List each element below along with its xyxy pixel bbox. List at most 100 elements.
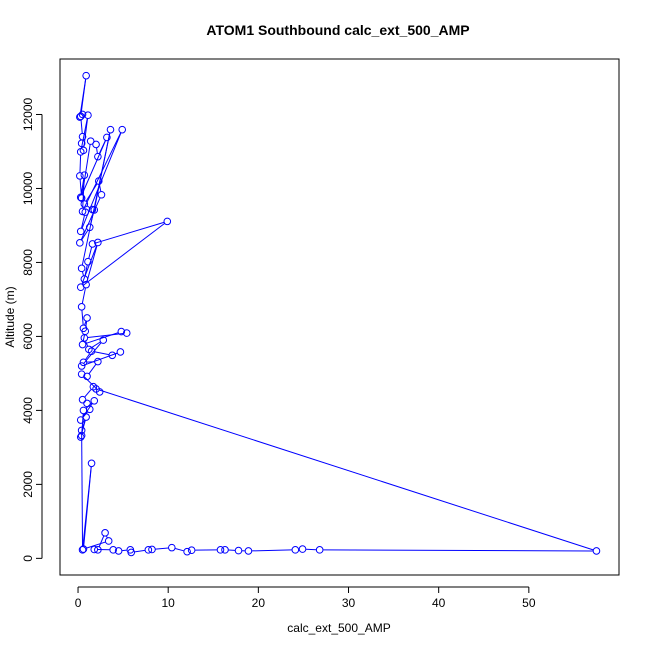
series-segment [81,140,106,195]
series-segment [88,364,97,374]
series-segment [175,548,184,552]
data-point [79,406,88,415]
series-segment [83,376,98,390]
data-point [94,177,103,185]
data-point [81,208,90,216]
series-segment [99,389,594,551]
series-segment [82,178,85,208]
series-segment [85,353,90,360]
x-tick-label: 10 [162,596,176,610]
series-segment [80,119,83,134]
y-tick-label: 0 [21,555,35,562]
data-point [77,431,86,440]
y-tick-label: 8000 [21,249,35,276]
data-point [80,275,89,283]
data-point [80,171,89,179]
series-segment [84,352,118,366]
series-segment [81,310,84,325]
data-point [80,200,89,208]
x-tick-label: 0 [75,596,82,610]
data-point [116,348,125,356]
data-point [104,537,113,545]
data-point [221,546,229,554]
data-point [77,303,86,311]
series-segment [85,340,89,347]
data-point [99,336,108,344]
series-layer [76,71,601,557]
x-axis-label: calc_ext_500_AMP [287,621,390,635]
y-tick-label: 12000 [21,97,35,131]
series-segment [85,321,88,328]
series-segment [88,247,93,259]
data-point [187,546,196,555]
data-point [234,546,243,555]
data-point [92,385,100,393]
data-point [84,257,92,266]
data-point [117,327,126,336]
x-axis: 0 10 20 30 40 50 [75,586,536,610]
series-segment [98,535,105,547]
series-segment [82,271,84,276]
data-point [78,546,87,554]
data-point [592,547,601,555]
data-point [87,459,96,468]
series-segment [84,389,92,398]
series-segment [91,341,101,348]
data-point [97,190,106,199]
data-point [82,280,90,289]
data-point [77,264,86,273]
data-point [79,358,88,367]
data-point [94,238,102,247]
series-segment [106,535,108,538]
data-point [77,370,86,378]
series-segment [87,332,124,339]
data-point [183,547,191,556]
data-point [315,546,324,554]
data-point [168,543,176,552]
x-tick-label: 30 [342,596,356,610]
series-segment [83,223,165,286]
data-point [103,133,111,142]
series-segment [85,183,98,202]
data-point [76,113,84,121]
data-point [122,329,131,337]
data-point [84,111,92,120]
data-point [82,71,90,80]
data-point [76,112,85,121]
data-point [77,139,86,148]
series-segment [134,549,145,553]
series-segment [82,420,86,428]
data-point [79,545,88,553]
data-point [88,240,97,248]
y-axis: 0 2000 4000 6000 8000 10000 12000 [21,97,43,562]
data-point [78,395,87,404]
data-point [76,193,85,202]
series-segment [86,541,106,549]
series-segment [251,549,292,552]
data-point [94,357,102,366]
data-point [216,546,225,554]
series-segment [79,155,82,173]
data-point [94,152,102,161]
data-point [80,334,89,342]
series-segment [96,147,98,154]
data-point [85,223,94,232]
data-point [90,545,99,554]
series-segment [81,229,89,241]
data-point [144,546,153,554]
y-tick-label: 2000 [21,471,35,498]
series-segment [82,334,86,342]
y-tick-label: 4000 [21,397,35,424]
series-segment [83,342,102,364]
data-point [94,546,102,554]
y-tick-label: 6000 [21,323,35,350]
data-point [77,426,86,435]
data-point [86,137,95,145]
series-segment [84,321,87,326]
x-tick-label: 40 [432,596,446,610]
data-point [109,546,117,554]
data-point [76,227,85,236]
y-tick-label: 10000 [21,171,35,205]
data-point [92,140,100,149]
